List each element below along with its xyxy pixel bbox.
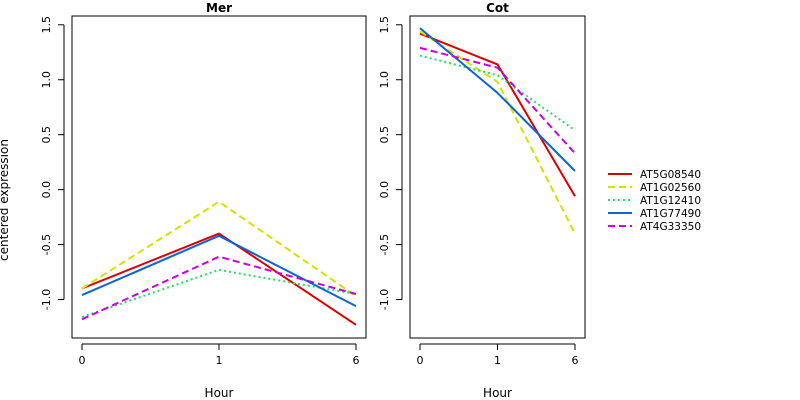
plot-frame: [409, 15, 586, 339]
y-tick-label: -1.0: [40, 289, 53, 310]
legend-label: AT4G33350: [640, 221, 701, 233]
x-tick-label: 6: [572, 354, 579, 367]
panel-cot: Cot -1.0 -0.5 0.0 0.5 1.0 1.5 0 1 6 Hour: [378, 1, 586, 400]
y-tick-label: 1.0: [378, 71, 391, 89]
x-tick-label: 0: [417, 354, 424, 367]
y-tick-label: 1.0: [40, 71, 53, 89]
series-line-at1g02560: [81, 200, 357, 298]
y-tick-label: -1.0: [378, 289, 391, 310]
y-tick-label: -0.5: [40, 234, 53, 255]
y-axis: -1.0 -0.5 0.0 0.5 1.0 1.5: [378, 16, 403, 310]
x-tick-label: 0: [79, 354, 86, 367]
series-line-at4g33350: [81, 255, 357, 321]
panel-mer: Mer -1.0 -0.5 0.0 0.5 1.0 1.5 0 1 6 Hour: [40, 1, 367, 400]
x-tick-label: 1: [494, 354, 501, 367]
x-tick-label: 1: [216, 354, 223, 367]
series-line-at4g33350: [419, 46, 576, 155]
panel-title: Mer: [206, 1, 232, 15]
y-tick-label: 0.5: [40, 126, 53, 144]
x-axis-label: Hour: [205, 386, 234, 400]
x-axis-label: Hour: [483, 386, 512, 400]
panel-title: Cot: [486, 1, 509, 15]
plot-frame: [71, 15, 367, 339]
series-line-at1g77490: [419, 27, 576, 172]
series-line-at1g77490: [81, 234, 357, 307]
y-tick-label: 0.0: [40, 181, 53, 199]
series-line-at1g12410: [419, 54, 576, 132]
y-axis: -1.0 -0.5 0.0 0.5 1.0 1.5: [40, 16, 65, 310]
y-tick-label: 1.5: [40, 16, 53, 34]
legend: AT5G08540AT1G02560AT1G12410AT1G77490AT4G…: [608, 169, 701, 233]
x-axis: 0 1 6: [417, 343, 579, 367]
x-axis: 0 1 6: [79, 343, 360, 367]
series-line-at5g08540: [419, 32, 576, 197]
legend-label: AT1G12410: [640, 195, 701, 207]
y-tick-label: -0.5: [378, 234, 391, 255]
y-axis-label: centered expression: [0, 139, 11, 261]
legend-label: AT1G02560: [640, 182, 701, 194]
legend-label: AT5G08540: [640, 169, 701, 181]
x-tick-label: 6: [353, 354, 360, 367]
panels: Mer -1.0 -0.5 0.0 0.5 1.0 1.5 0 1 6 Hour Cot -1.0 -0.…: [40, 1, 586, 400]
series-line-at5g08540: [81, 232, 357, 326]
y-tick-label: 0.0: [378, 181, 391, 199]
y-tick-label: 1.5: [378, 16, 391, 34]
y-tick-label: 0.5: [378, 126, 391, 144]
legend-label: AT1G77490: [640, 208, 701, 220]
series-line-at1g02560: [419, 30, 576, 235]
